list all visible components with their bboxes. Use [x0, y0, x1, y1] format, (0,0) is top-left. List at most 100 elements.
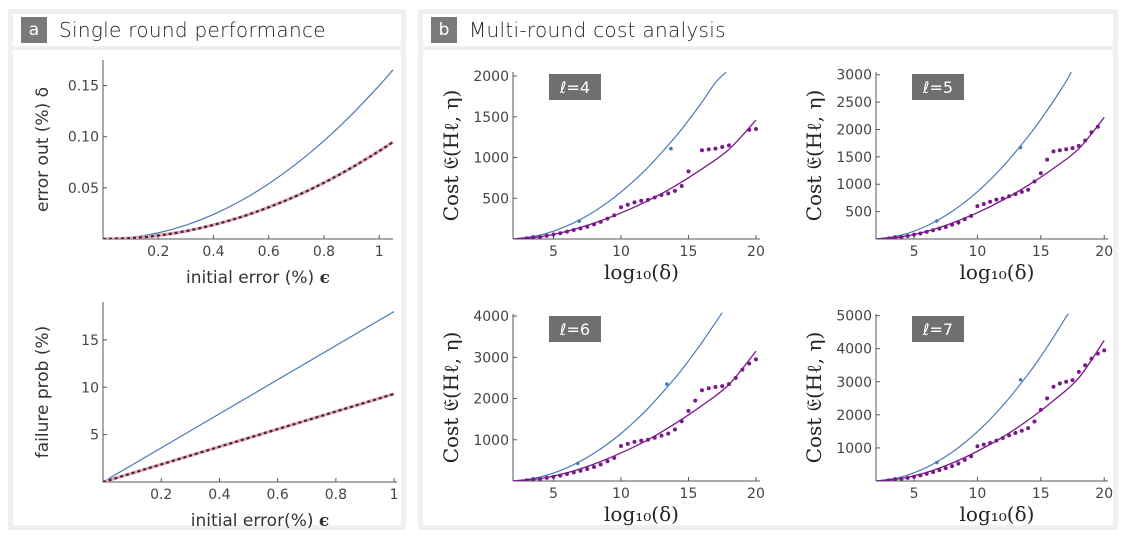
data-point-3-12	[962, 457, 967, 462]
data-point-3-4	[551, 474, 556, 479]
data-point-3-20	[659, 193, 664, 198]
panel-a-title: Single round performance	[59, 18, 326, 42]
panel-b-letter: b	[431, 17, 457, 43]
series-line-0	[103, 69, 394, 239]
y-tick-label: 3000	[836, 68, 872, 84]
x-tick-label: 0.4	[202, 244, 224, 260]
data-point-3-3	[544, 233, 549, 238]
data-point-3-1	[531, 477, 536, 481]
y-tick-label: 15	[81, 333, 99, 349]
y-tick-label: 0.05	[68, 181, 99, 197]
x-tick-label: 0.2	[150, 487, 172, 503]
data-point-3-3	[905, 475, 910, 480]
data-point-3-7	[571, 228, 576, 233]
data-point-3-8	[937, 226, 942, 231]
data-point-1-1	[577, 219, 581, 223]
data-point-3-0	[524, 236, 529, 239]
x-axis-label: log₁₀(δ)	[604, 502, 679, 526]
data-point-3-20	[1013, 431, 1018, 436]
data-point-3-28	[1064, 379, 1069, 384]
data-point-3-4	[551, 232, 556, 237]
x-axis-label: initial error (%) ϵ	[186, 268, 330, 288]
data-point-3-21	[1019, 428, 1024, 433]
data-point-3-24	[686, 408, 691, 413]
data-point-3-16	[632, 200, 637, 205]
data-point-3-25	[1045, 396, 1050, 401]
data-point-3-7	[931, 228, 936, 233]
data-point-3-13	[969, 454, 974, 459]
data-point-3-10	[950, 464, 955, 469]
panel-b-plot-bg	[423, 50, 1113, 525]
ell-badge-bg	[549, 74, 601, 100]
series-line-0	[876, 71, 1072, 239]
data-point-3-27	[706, 386, 711, 391]
panel-b-title: Multi-round cost analysis	[469, 18, 726, 42]
data-point-3-12	[605, 459, 610, 464]
panel-a-header: a Single round performance	[13, 12, 326, 48]
data-point-3-6	[564, 229, 569, 234]
y-tick-label: 10	[81, 380, 99, 396]
series-line-2	[103, 392, 395, 482]
data-point-3-10	[950, 222, 955, 227]
plot-area	[103, 69, 394, 239]
data-point-3-17	[639, 198, 644, 203]
data-point-3-21	[666, 431, 671, 436]
y-tick-label: 5000	[836, 309, 872, 325]
plot-area	[876, 71, 1105, 239]
series-line-1	[103, 140, 394, 239]
data-point-3-26	[699, 388, 704, 393]
data-point-3-28	[1064, 147, 1069, 152]
data-point-3-23	[679, 419, 684, 424]
data-point-3-27	[1057, 148, 1062, 153]
series-line-0	[876, 313, 1070, 481]
y-tick-label: 4000	[836, 342, 872, 358]
x-tick-label: 5	[549, 486, 558, 502]
y-axis-label: Cost 𝔈(Hℓ, η)	[802, 332, 826, 464]
data-point-3-33	[747, 361, 752, 366]
data-point-3-23	[1032, 419, 1037, 424]
data-point-3-11	[956, 461, 961, 466]
data-point-3-31	[753, 127, 758, 132]
data-point-3-20	[1013, 192, 1018, 197]
y-tick-label: 5	[90, 428, 99, 444]
data-point-3-30	[726, 382, 731, 387]
data-point-3-28	[713, 384, 718, 389]
data-point-3-24	[686, 169, 691, 174]
series-line-0	[513, 312, 723, 481]
data-point-1-1	[575, 461, 580, 466]
plot-area	[513, 71, 758, 239]
y-tick-label: 3000	[473, 350, 509, 366]
data-point-3-17	[994, 438, 999, 443]
data-point-3-33	[1095, 124, 1100, 129]
data-point-3-0	[886, 236, 891, 239]
data-point-3-5	[558, 473, 563, 478]
data-point-3-0	[886, 478, 891, 481]
chart-b-l5: 5 10 15 20 500 1000 1500 2000 2500 3000 log₁₀(δ) Co…	[802, 68, 1113, 284]
y-tick-label: 2500	[836, 95, 872, 111]
data-point-3-19	[1007, 194, 1012, 199]
data-point-3-11	[598, 219, 603, 224]
x-tick-label: 20	[1095, 244, 1113, 260]
data-point-3-33	[1095, 351, 1100, 356]
data-point-3-32	[1089, 356, 1094, 361]
data-point-3-8	[937, 468, 942, 473]
data-point-1-1	[935, 219, 939, 223]
series-line-2	[876, 340, 1105, 481]
y-tick-label: 3000	[836, 375, 872, 391]
ell-badge-bg	[912, 316, 964, 342]
data-point-3-2	[899, 476, 904, 481]
data-point-3-22	[1026, 187, 1031, 192]
data-point-3-3	[905, 233, 910, 238]
x-tick-label: 5	[910, 244, 919, 260]
x-tick-label: 1	[390, 487, 399, 503]
series-line-2	[103, 141, 394, 239]
ell-badge-label: ℓ=6	[559, 320, 590, 339]
plot-area	[876, 313, 1107, 481]
x-tick-label: 15	[680, 486, 698, 502]
data-point-3-21	[666, 191, 671, 196]
data-point-3-18	[1000, 196, 1005, 201]
data-point-3-25	[699, 148, 704, 153]
y-tick-label: 1000	[836, 441, 872, 457]
series-line-2	[876, 117, 1105, 239]
y-axis-label: Cost 𝔈(Hℓ, η)	[439, 90, 463, 222]
